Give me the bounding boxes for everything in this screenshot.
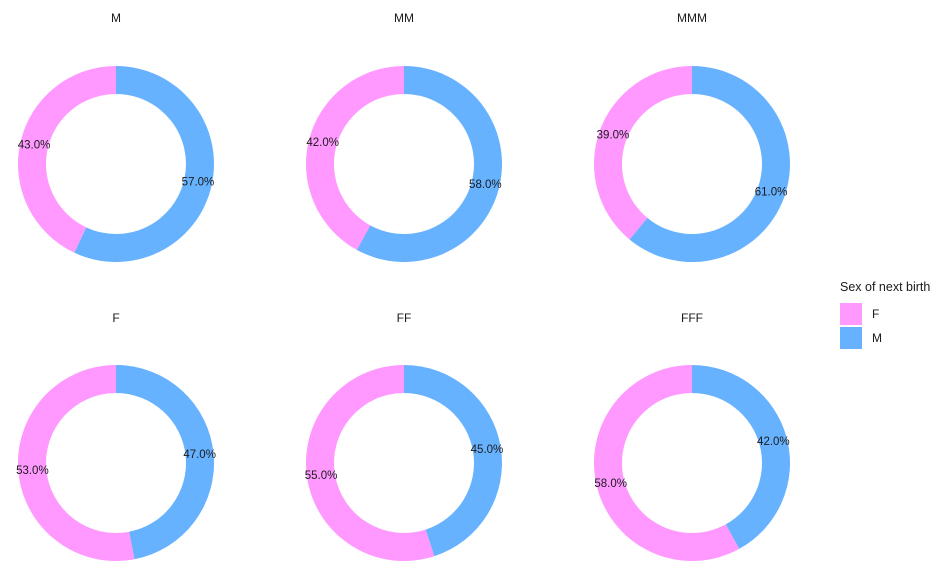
slice-label-ff-f: 55.0% [305, 470, 338, 482]
slice-label-fff-f: 58.0% [594, 478, 627, 490]
slice-label-fff-m: 42.0% [757, 436, 790, 448]
slice-ff-m [404, 364, 502, 557]
slice-mm-m [356, 66, 502, 262]
legend: Sex of next birth F M [840, 280, 948, 350]
slice-f-f [18, 365, 135, 561]
slice-f-m [116, 365, 215, 560]
slice-label-mmm-m: 61.0% [755, 186, 788, 198]
legend-item-f: F [840, 302, 948, 326]
slice-ff-f [305, 365, 435, 561]
legend-label-f: F [872, 307, 880, 321]
legend-label-m: M [872, 331, 882, 345]
slice-label-ff-m: 45.0% [471, 444, 504, 456]
slice-label-f-f: 53.0% [16, 465, 49, 477]
slice-m-m [74, 66, 215, 262]
slice-m-f [17, 66, 116, 253]
slice-fff-f [593, 365, 740, 561]
legend-item-m: M [840, 326, 948, 350]
slice-mmm-f [594, 66, 692, 240]
legend-swatch-m [840, 327, 862, 349]
panel-title-mm: MM [394, 11, 414, 25]
panel-title-mmm: MMM [677, 11, 707, 25]
panel-title-ff: FF [397, 311, 412, 325]
legend-swatch-f [840, 303, 862, 325]
slice-label-f-m: 47.0% [183, 449, 216, 461]
slice-fff-m [692, 365, 790, 549]
panel-title-m: M [111, 11, 121, 25]
legend-title: Sex of next birth [840, 280, 931, 294]
slice-mmm-m [629, 66, 791, 262]
panel-title-f: F [112, 311, 119, 325]
slice-label-mm-f: 42.0% [306, 137, 339, 149]
slice-mm-f [306, 66, 404, 250]
slice-label-m-f: 43.0% [18, 140, 51, 152]
slice-label-mmm-f: 39.0% [597, 130, 630, 142]
slice-label-m-m: 57.0% [182, 176, 215, 188]
slice-label-mm-m: 58.0% [469, 179, 502, 191]
panel-title-fff: FFF [681, 311, 703, 325]
